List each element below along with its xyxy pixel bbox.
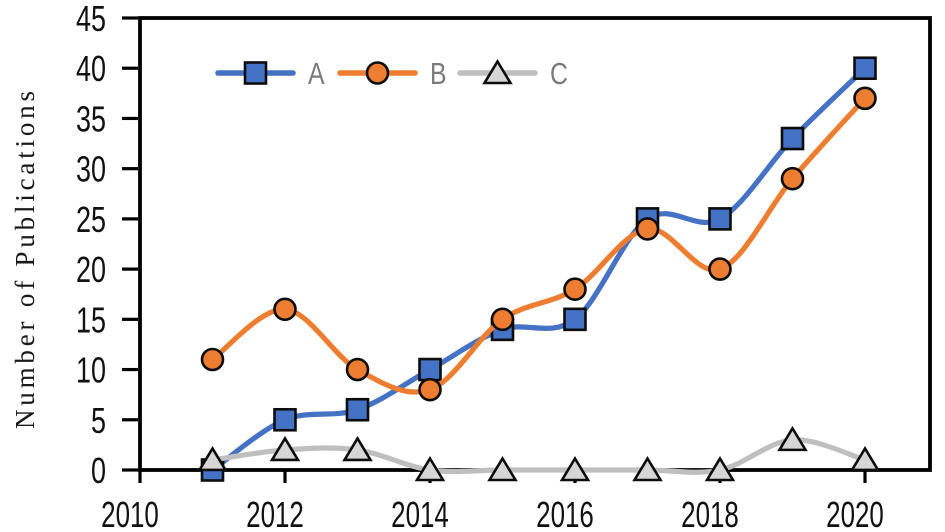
chart-legend: A B C — [215, 56, 568, 91]
y-tick-label: 10 — [76, 350, 106, 391]
series-A-marker — [708, 207, 732, 231]
series-B-marker — [780, 166, 805, 191]
y-tick-label-group: 40 — [76, 48, 106, 89]
y-tick-label: 35 — [76, 99, 106, 140]
legend-label-group: C — [550, 56, 568, 90]
series-layer — [197, 56, 881, 482]
series-B-marker — [345, 357, 370, 382]
series-C-line — [209, 437, 868, 475]
series-C-marker — [414, 455, 446, 482]
series-A — [200, 56, 877, 482]
series-A-marker — [273, 407, 297, 432]
legend-item-C: C — [457, 56, 568, 91]
y-tick-label: 45 — [76, 0, 106, 39]
y-tick-label-group: 5 — [91, 400, 106, 441]
x-tick-label-group: 2016 — [536, 495, 594, 532]
y-tick-label: 15 — [76, 300, 106, 341]
x-tick-label-group: 2012 — [246, 495, 304, 532]
y-tick-label-group: 25 — [76, 199, 106, 240]
series-C-marker — [632, 455, 663, 482]
series-A-line — [209, 65, 868, 473]
series-B-marker — [200, 347, 225, 372]
y-tick-label: 0 — [91, 450, 106, 491]
series-A-marker — [418, 357, 442, 382]
series-C-marker — [704, 455, 736, 482]
y-tick-label-group: 30 — [76, 149, 106, 190]
x-tick-label: 2018 — [681, 495, 739, 532]
series-B-marker — [490, 307, 515, 332]
y-tick-label-group: 20 — [76, 249, 106, 290]
legend-label-group: A — [308, 56, 325, 90]
series-A-marker — [345, 397, 370, 422]
x-tick-label-group: 2010 — [101, 495, 159, 532]
y-tick-label: 25 — [76, 199, 106, 240]
y-tick-label-group: 15 — [76, 300, 106, 341]
legend-item-B: B — [337, 56, 447, 91]
y-tick-label-group: 45 — [76, 0, 106, 39]
x-tick-label: 2016 — [536, 495, 594, 532]
series-B-marker — [853, 86, 877, 111]
series-C-marker — [487, 455, 518, 482]
x-tick-label: 2012 — [246, 495, 304, 532]
series-B-line — [209, 95, 868, 395]
series-C-marker — [269, 435, 301, 462]
axis-ticks — [122, 16, 867, 483]
x-tick-label: 2020 — [826, 495, 884, 532]
series-B-marker — [273, 297, 297, 322]
series-C-marker — [559, 455, 591, 482]
legend-label-group: B — [430, 56, 447, 90]
series-B-marker — [635, 217, 660, 241]
y-tick-label-group: 0 — [91, 450, 106, 491]
y-tick-label-group: 35 — [76, 99, 106, 140]
x-tick-label-group: 2018 — [681, 495, 739, 532]
x-tick-label: 2010 — [101, 495, 159, 532]
series-C-marker — [342, 435, 373, 462]
plot-area-border — [138, 16, 932, 472]
x-tick-label-group: 2014 — [391, 495, 449, 532]
y-axis-title: Number of Publications — [10, 91, 40, 429]
y-tick-label: 30 — [76, 149, 106, 190]
legend-B-marker — [365, 61, 390, 85]
series-B-marker — [708, 257, 732, 281]
y-axis-title-group: Number of Publications — [10, 91, 40, 429]
legend-label-A: A — [308, 56, 325, 90]
series-A-marker — [780, 126, 805, 151]
series-C — [197, 425, 881, 482]
series-B — [200, 86, 877, 402]
x-tick-label-group: 2020 — [826, 495, 884, 532]
series-C-marker — [849, 445, 881, 472]
legend-label-B: B — [430, 56, 447, 90]
axis-tick-labels: 0 5 10 15 20 25 30 35 40 45 2010 2012 2014 2016 2018 20… — [76, 0, 884, 532]
y-tick-label: 5 — [91, 400, 106, 441]
legend-item-A: A — [215, 56, 325, 91]
x-tick-label: 2014 — [391, 495, 449, 532]
series-B-marker — [418, 377, 442, 402]
legend-A-marker — [243, 61, 268, 85]
legend-label-C: C — [550, 56, 568, 90]
series-A-marker — [563, 307, 587, 332]
series-A-marker — [853, 56, 877, 81]
y-tick-label: 20 — [76, 249, 106, 290]
y-tick-label-group: 10 — [76, 350, 106, 391]
series-B-marker — [563, 277, 587, 302]
legend-C-marker — [482, 58, 513, 85]
series-C-marker — [197, 445, 228, 472]
y-tick-label: 40 — [76, 48, 106, 89]
series-C-marker — [777, 425, 808, 452]
